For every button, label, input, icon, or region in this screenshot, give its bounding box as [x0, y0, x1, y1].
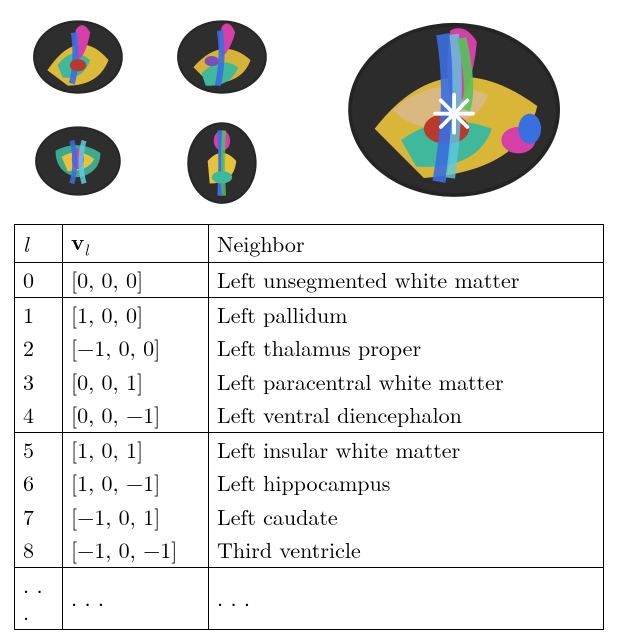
- cell-v: [−1, 0, 1]: [63, 500, 209, 534]
- cell-v: [1, 0, −1]: [63, 466, 209, 500]
- panel-large: [298, 4, 610, 212]
- header-v-sub: l: [84, 237, 88, 260]
- star-marker-icon: [435, 95, 473, 133]
- header-l: l: [23, 228, 29, 259]
- cell-neighbor: Left unsegmented white matter: [209, 263, 604, 298]
- table-row: 8 [−1, 0, −1] Third ventricle: [15, 533, 604, 567]
- cell-neighbor: Left ventral diencephalon: [209, 398, 604, 432]
- cell-l: 8: [15, 533, 63, 567]
- cell-neighbor: Left paracentral white matter: [209, 365, 604, 399]
- cell-v: [−1, 0, 0]: [63, 331, 209, 365]
- table-row: 2 [−1, 0, 0] Left thalamus proper: [15, 331, 604, 365]
- panel-bottom-left: [8, 110, 148, 212]
- table-row: 5 [1, 0, 1] Left insular white matter: [15, 432, 604, 466]
- cell-v: [1, 0, 0]: [63, 297, 209, 331]
- cell-l: 2: [15, 331, 63, 365]
- table-row: 3 [0, 0, 1] Left paracentral white matte…: [15, 365, 604, 399]
- cell-v: . . .: [63, 567, 209, 629]
- cell-l: . . .: [15, 567, 63, 629]
- cell-l: 7: [15, 500, 63, 534]
- cell-v: [0, 0, −1]: [63, 398, 209, 432]
- cell-v: [−1, 0, −1]: [63, 533, 209, 567]
- cell-l: 1: [15, 297, 63, 331]
- header-neighbor: Neighbor: [217, 228, 304, 259]
- cell-v: [0, 0, 1]: [63, 365, 209, 399]
- neighbor-table-wrapper: l vl Neighbor 0 [0, 0, 0] Left unsegment…: [0, 220, 618, 644]
- panel-top-left: [8, 4, 148, 106]
- cell-neighbor: Left thalamus proper: [209, 331, 604, 365]
- cell-l: 0: [15, 263, 63, 298]
- cell-l: 4: [15, 398, 63, 432]
- cell-neighbor: Left hippocampus: [209, 466, 604, 500]
- header-v: v: [71, 226, 84, 257]
- cell-l: 5: [15, 432, 63, 466]
- small-panels: [8, 4, 292, 212]
- table-row: 1 [1, 0, 0] Left pallidum: [15, 297, 604, 331]
- table-header-row: l vl Neighbor: [15, 225, 604, 263]
- cell-v: [1, 0, 1]: [63, 432, 209, 466]
- cell-l: 6: [15, 466, 63, 500]
- table-row: 4 [0, 0, −1] Left ventral diencephalon: [15, 398, 604, 432]
- cell-neighbor: Left pallidum: [209, 297, 604, 331]
- table-row: 7 [−1, 0, 1] Left caudate: [15, 500, 604, 534]
- cell-neighbor: Left insular white matter: [209, 432, 604, 466]
- cell-neighbor: Third ventricle: [209, 533, 604, 567]
- cell-neighbor: Left caudate: [209, 500, 604, 534]
- panel-top-right: [152, 4, 292, 106]
- table-row: 6 [1, 0, −1] Left hippocampus: [15, 466, 604, 500]
- panel-bottom-right: [152, 110, 292, 212]
- cell-l: 3: [15, 365, 63, 399]
- table-row: 0 [0, 0, 0] Left unsegmented white matte…: [15, 263, 604, 298]
- neighbor-table: l vl Neighbor 0 [0, 0, 0] Left unsegment…: [14, 224, 604, 630]
- cell-v: [0, 0, 0]: [63, 263, 209, 298]
- cell-neighbor: . . .: [209, 567, 604, 629]
- table-row-ellipsis: . . . . . . . . .: [15, 567, 604, 629]
- figure-grid: [0, 0, 618, 220]
